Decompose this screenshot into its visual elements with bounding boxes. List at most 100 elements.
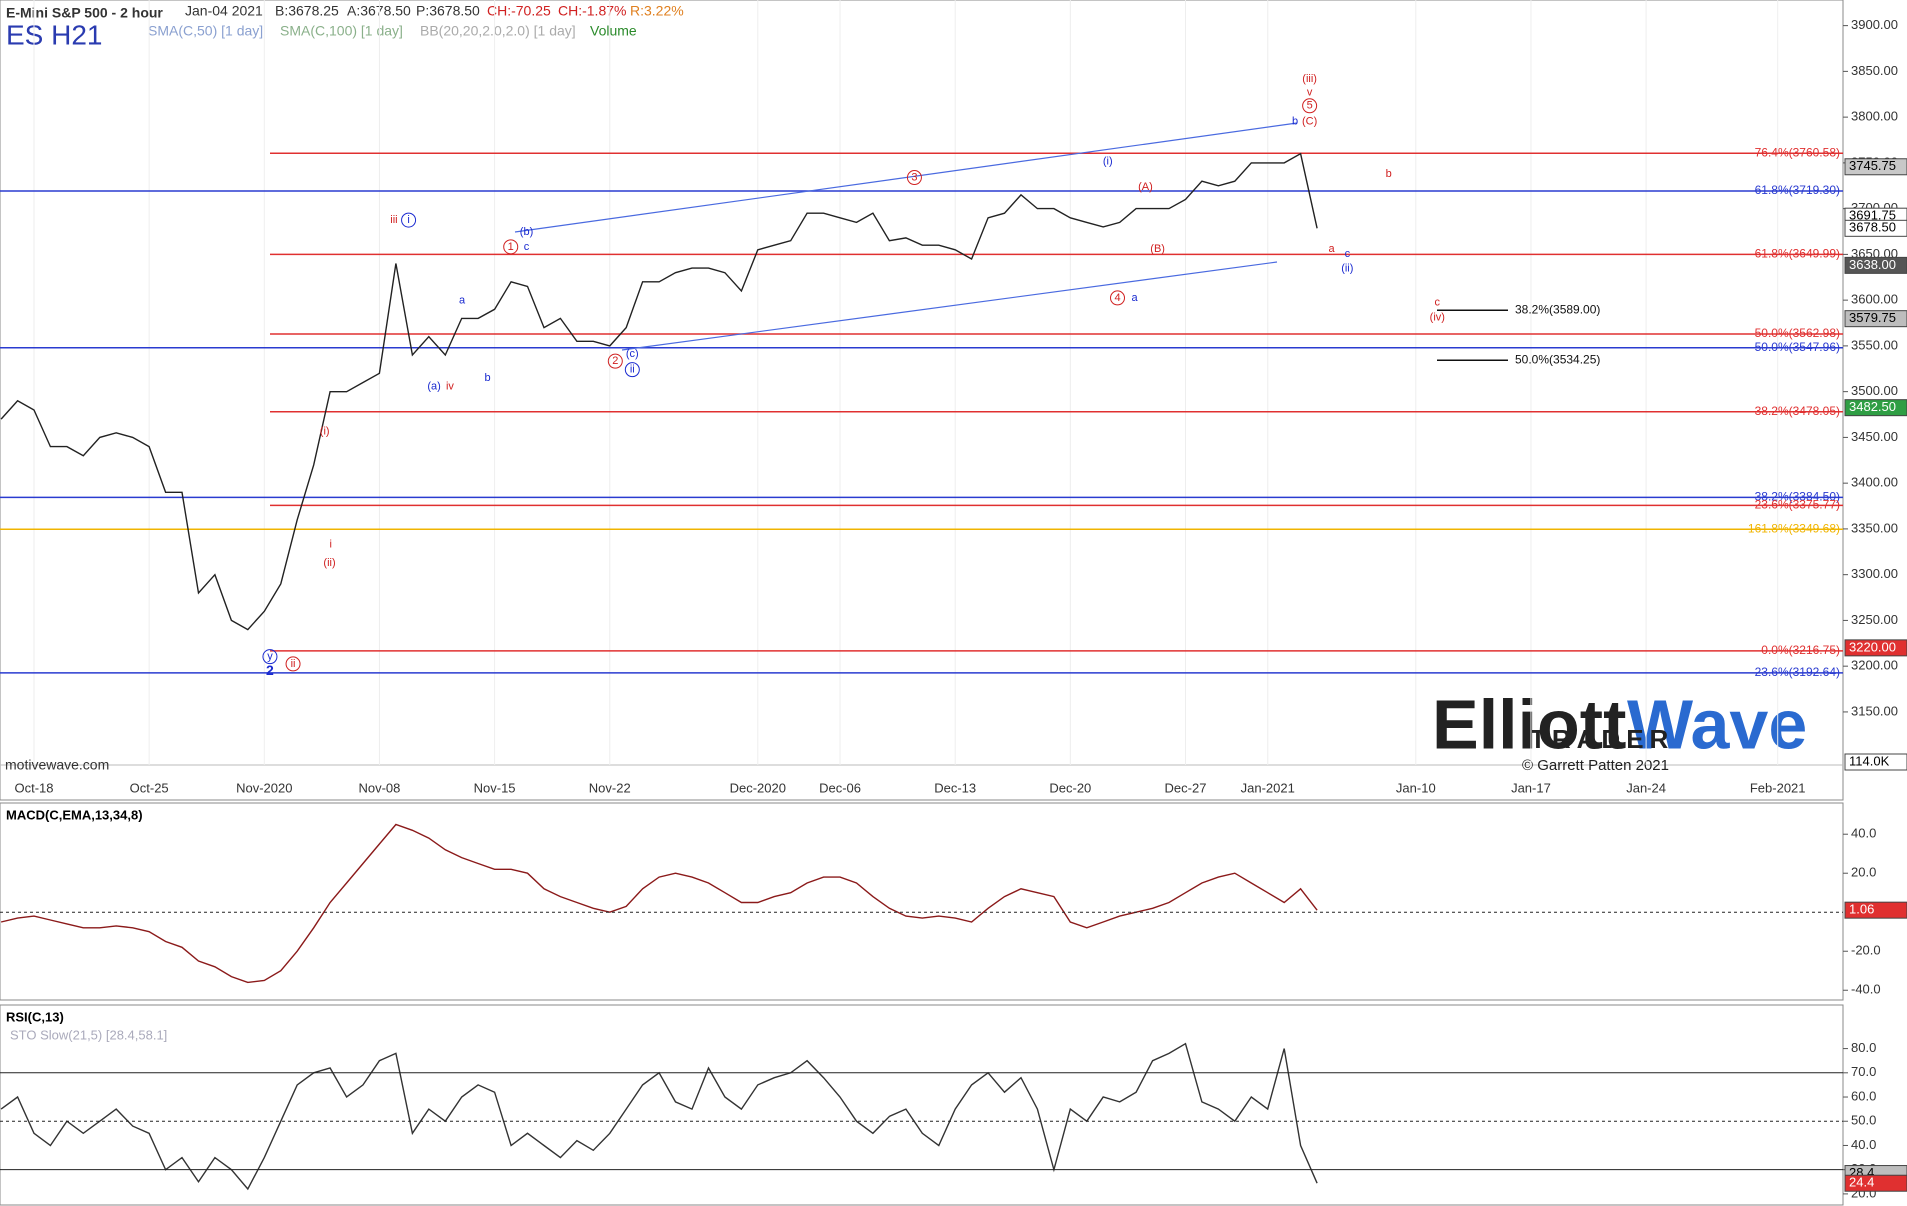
wave-label: (iii) [1302, 73, 1317, 85]
logo-sub: TRADER [1530, 724, 1674, 754]
wave-label: a [1328, 243, 1335, 255]
y-tick-label: 3400.00 [1851, 475, 1898, 490]
fib-label: 76.4%(3760.58) [1755, 145, 1840, 159]
price-label: 3745.75 [1849, 158, 1896, 173]
x-tick-label: Dec-06 [819, 780, 861, 795]
macd-panel [0, 802, 1844, 1001]
wave-label: v [1307, 86, 1313, 98]
x-tick-label: Dec-27 [1165, 780, 1207, 795]
y-tick-label: 3350.00 [1851, 520, 1898, 535]
price-label: 3638.00 [1849, 257, 1896, 272]
y-tick-label: 40.0 [1851, 1137, 1876, 1152]
y-tick-label: 50.0 [1851, 1113, 1876, 1128]
x-tick-label: Jan-10 [1396, 780, 1436, 795]
change-pct: CH:-1.87% [558, 3, 626, 19]
last: P:3678.50 [416, 3, 480, 19]
x-tick-label: Nov-15 [474, 780, 516, 795]
wave-circle [607, 353, 623, 369]
indicator: SMA(C,100) [1 day] [280, 23, 403, 39]
wave-label: a [459, 294, 466, 306]
price-label: 3691.75 [1849, 208, 1896, 223]
wave-label: b [485, 372, 491, 384]
wave-label: 3 [911, 171, 917, 183]
wave-label: (ii) [1341, 263, 1353, 275]
fib-label: 38.2%(3478.05) [1755, 404, 1840, 418]
y-tick-label: 40.0 [1851, 826, 1876, 841]
fib-label: 50.0%(3562.98) [1755, 326, 1840, 340]
fib-label: 161.8%(3349.68) [1748, 521, 1840, 535]
wave-label: y [267, 651, 273, 663]
date: Jan-04 2021 [185, 3, 263, 19]
indicator: Volume [590, 23, 637, 39]
wave-label: (i) [1103, 156, 1113, 168]
range: R:3.22% [630, 3, 684, 19]
x-tick-label: Oct-18 [14, 780, 53, 795]
x-tick-label: Nov-2020 [236, 780, 292, 795]
wave-label: i [407, 214, 409, 226]
y-tick-label: -20.0 [1851, 943, 1881, 958]
wave-circle [285, 656, 301, 672]
wave-label: 2 [266, 662, 274, 678]
fib-label: 0.0%(3216.75) [1761, 643, 1840, 657]
y-tick-label: 3500.00 [1851, 383, 1898, 398]
wave-label: b [1292, 116, 1298, 128]
y-tick-label: 3300.00 [1851, 566, 1898, 581]
x-tick-label: Jan-17 [1511, 780, 1551, 795]
wave-label: (C) [1302, 116, 1317, 128]
wave-label: 1 [508, 241, 514, 253]
price-label: 3482.50 [1849, 399, 1896, 414]
x-tick-label: Nov-08 [358, 780, 400, 795]
price-label: 3579.75 [1849, 310, 1896, 325]
y-tick-label: 3550.00 [1851, 337, 1898, 352]
fib-label: 61.8%(3719.30) [1755, 183, 1840, 197]
fib-label: 23.6%(3192.64) [1755, 665, 1840, 679]
rsi-panel [0, 1004, 1844, 1206]
series-line [0, 823, 1318, 984]
y-tick-label: 20.0 [1851, 865, 1876, 880]
wave-circle [503, 239, 519, 255]
x-tick-label: Nov-22 [589, 780, 631, 795]
wave-circle [401, 212, 417, 228]
fib-label: 23.6%(3375.77) [1755, 498, 1840, 512]
x-tick-label: Dec-2020 [730, 780, 786, 795]
y-tick-label: 3850.00 [1851, 63, 1898, 78]
wave-label: b [1386, 168, 1392, 180]
price-label-box [1844, 310, 1907, 328]
title: E-Mini S&P 500 - 2 hour [6, 5, 163, 21]
wave-label: (iv) [1430, 311, 1445, 323]
x-tick-label: Jan-2021 [1241, 780, 1295, 795]
credit: © Garrett Patten 2021 [1522, 757, 1669, 774]
y-tick-label: 3200.00 [1851, 658, 1898, 673]
indicator: BB(20,20,2.0,2.0) [1 day] [420, 23, 576, 39]
fib-label: 61.8%(3649.99) [1755, 247, 1840, 261]
wave-label: (c) [626, 348, 639, 360]
rsi-title: RSI(C,13) [6, 1009, 64, 1024]
wave-circle [906, 170, 922, 186]
wave-label: a [1131, 292, 1138, 304]
wave-label: i [330, 539, 332, 551]
wave-label: (a) [427, 381, 440, 393]
fib-label: 38.2%(3589.00) [1515, 302, 1600, 316]
wave-label: ii [291, 658, 296, 670]
price-label-box [1844, 256, 1907, 274]
wave-label: iii [390, 214, 397, 226]
wave-circle [1110, 290, 1126, 306]
wave-label: (b) [520, 226, 533, 238]
price-label: 3678.50 [1849, 220, 1896, 235]
y-tick-label: 3250.00 [1851, 612, 1898, 627]
volume-label: 114.0K [1849, 753, 1890, 768]
macd-label: 1.06 [1849, 902, 1874, 917]
sto-title: STO Slow(21,5) [28.4,58.1] [10, 1027, 167, 1042]
y-tick-label: 60.0 [1851, 1088, 1876, 1103]
change: CH:-70.25 [487, 3, 551, 19]
y-tick-label: 70.0 [1851, 1064, 1876, 1079]
x-tick-label: Jan-24 [1626, 780, 1666, 795]
y-tick-label: 80.0 [1851, 1040, 1876, 1055]
price-label-box [1844, 399, 1907, 417]
wave-circle [262, 649, 278, 665]
logo: Elliott [1432, 685, 1626, 763]
wave-label: (ii) [323, 557, 335, 569]
price-label-box [1844, 158, 1907, 176]
